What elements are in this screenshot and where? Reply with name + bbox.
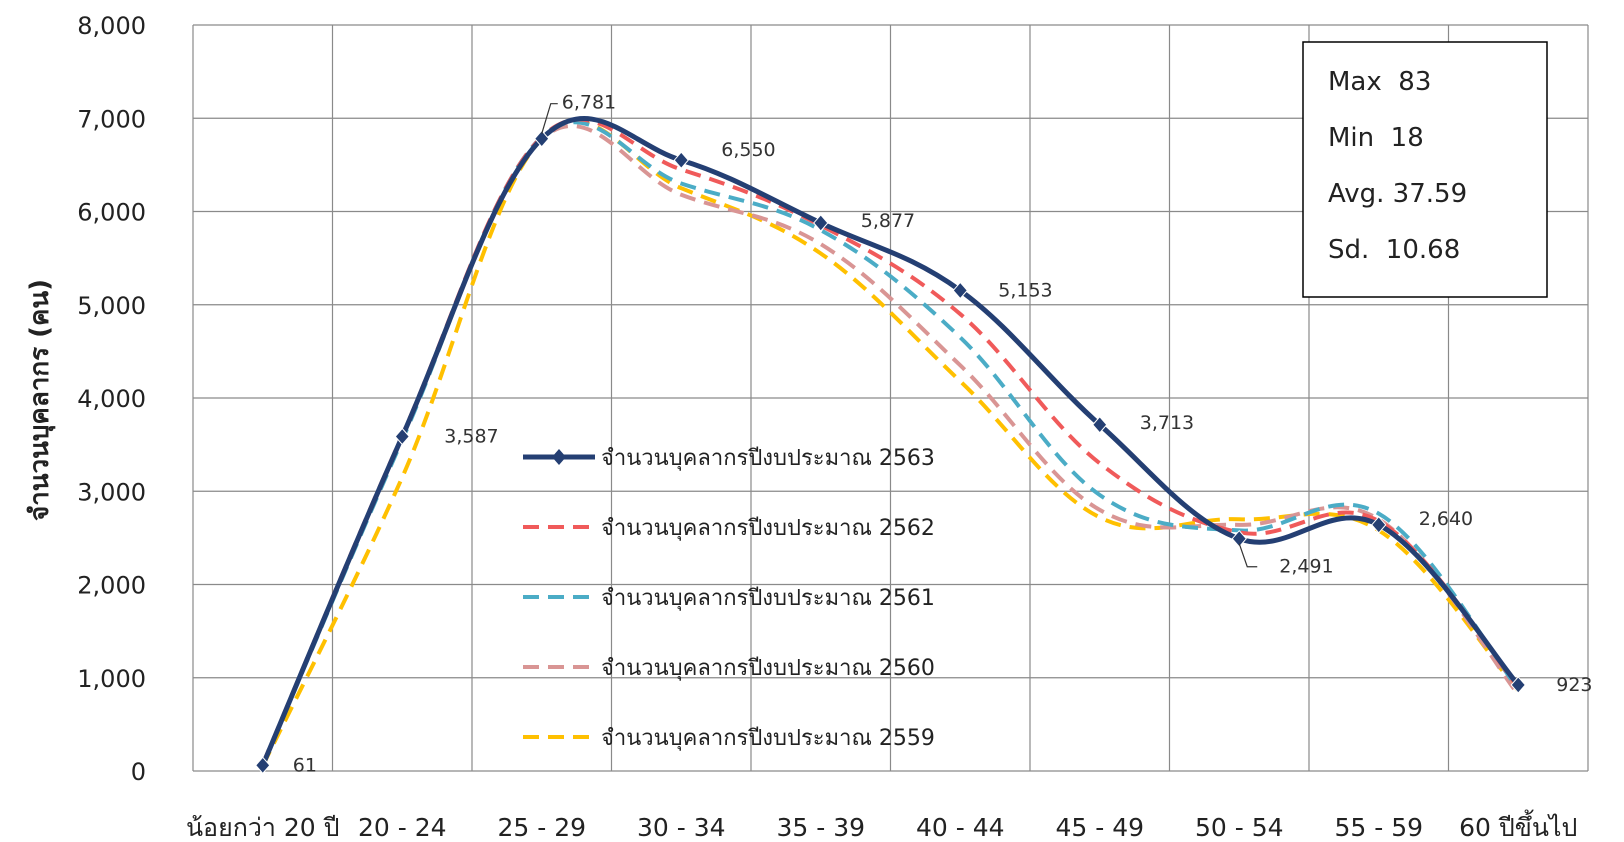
series-line-4	[260, 119, 1520, 767]
x-tick-label: 55 - 59	[1334, 813, 1423, 842]
legend-label: จำนวนบุคลากรปีงบประมาณ 2559	[601, 726, 935, 751]
legend-label: จำนวนบุคลากรปีงบประมาณ 2560	[601, 656, 935, 681]
data-point-marker	[813, 214, 829, 232]
x-axis-ticks: น้อยกว่า 20 ปี 20 - 24 25 - 29 30 - 34 35 - …	[186, 809, 1577, 842]
data-label: 6,550	[721, 139, 775, 161]
x-tick-label: 50 - 54	[1195, 813, 1284, 842]
data-label-leader	[541, 103, 558, 134]
y-tick-label: 7,000	[77, 105, 146, 133]
data-point-marker	[255, 756, 271, 775]
y-axis-label: จำนวนบุคลากร (คน)	[25, 279, 56, 521]
data-labels: 61 3,587 6,781 6,550 5,877 5,153 3,713 2,491 2,6…	[293, 92, 1593, 777]
data-label: 6,781	[562, 92, 616, 114]
data-label: 3,713	[1140, 412, 1194, 434]
series-lines	[260, 116, 1521, 767]
stats-avg: Avg. 37.59	[1328, 179, 1467, 209]
x-tick-label: 20 - 24	[358, 813, 447, 842]
y-tick-label: 5,000	[77, 292, 146, 320]
legend-label: จำนวนบุคลากรปีงบประมาณ 2561	[601, 586, 935, 611]
y-axis-ticks: 0 1,000 2,000 3,000 4,000 5,000 6,000 7,000 8,00…	[77, 12, 146, 786]
legend: จำนวนบุคลากรปีงบประมาณ 2563 จำนวนบุคลากรป…	[523, 446, 935, 751]
data-point-marker	[1371, 516, 1387, 534]
stats-box: Max 83 Min 18 Avg. 37.59 Sd. 10.68	[1302, 41, 1548, 298]
y-tick-label: 1,000	[77, 665, 146, 693]
x-tick-label: 35 - 39	[776, 813, 865, 842]
data-point-marker	[1092, 416, 1108, 434]
data-point-marker	[394, 427, 410, 446]
series-line-0	[260, 116, 1521, 767]
data-label: 2,640	[1419, 508, 1473, 530]
x-tick-label: 30 - 34	[637, 813, 726, 842]
y-tick-label: 3,000	[77, 478, 146, 506]
stats-sd: Sd. 10.68	[1328, 235, 1460, 265]
series-markers	[255, 129, 1526, 775]
data-label: 61	[293, 754, 317, 776]
data-point-marker	[952, 281, 968, 300]
y-tick-label: 8,000	[77, 12, 146, 40]
data-point-marker	[673, 151, 689, 169]
stats-min: Min 18	[1328, 123, 1424, 153]
data-label: 923	[1556, 674, 1592, 696]
legend-label: จำนวนบุคลากรปีงบประมาณ 2562	[601, 516, 935, 541]
x-tick-label: น้อยกว่า 20 ปี	[186, 813, 340, 842]
gridlines	[192, 24, 1589, 772]
data-label: 5,877	[861, 210, 915, 232]
x-tick-label: 45 - 49	[1055, 813, 1144, 842]
data-label: 3,587	[444, 426, 498, 448]
data-label: 2,491	[1279, 556, 1333, 578]
stats-box-border	[1302, 41, 1548, 298]
y-tick-label: 6,000	[77, 199, 146, 227]
y-tick-label: 4,000	[77, 385, 146, 413]
legend-label: จำนวนบุคลากรปีงบประมาณ 2563	[601, 446, 935, 471]
data-point-marker	[1231, 529, 1247, 548]
data-label: 5,153	[998, 279, 1052, 301]
data-point-marker	[534, 129, 550, 148]
legend-marker	[552, 449, 566, 465]
y-tick-label: 0	[131, 758, 146, 786]
x-tick-label: 25 - 29	[497, 813, 586, 842]
x-tick-label: 60 ปีขึ้นไป	[1459, 809, 1577, 842]
x-tick-label: 40 - 44	[916, 813, 1005, 842]
data-label-leader	[1238, 543, 1258, 568]
y-tick-label: 2,000	[77, 572, 146, 600]
stats-max: Max 83	[1328, 67, 1431, 97]
data-point-marker	[1510, 676, 1526, 694]
